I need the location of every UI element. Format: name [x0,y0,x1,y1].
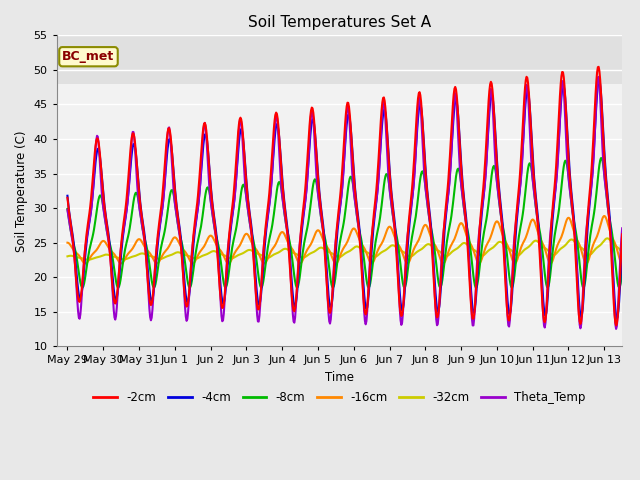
Title: Soil Temperatures Set A: Soil Temperatures Set A [248,15,431,30]
Legend: -2cm, -4cm, -8cm, -16cm, -32cm, Theta_Temp: -2cm, -4cm, -8cm, -16cm, -32cm, Theta_Te… [88,386,590,409]
X-axis label: Time: Time [325,371,354,384]
Bar [57,36,622,84]
Text: BC_met: BC_met [62,50,115,63]
Y-axis label: Soil Temperature (C): Soil Temperature (C) [15,130,28,252]
